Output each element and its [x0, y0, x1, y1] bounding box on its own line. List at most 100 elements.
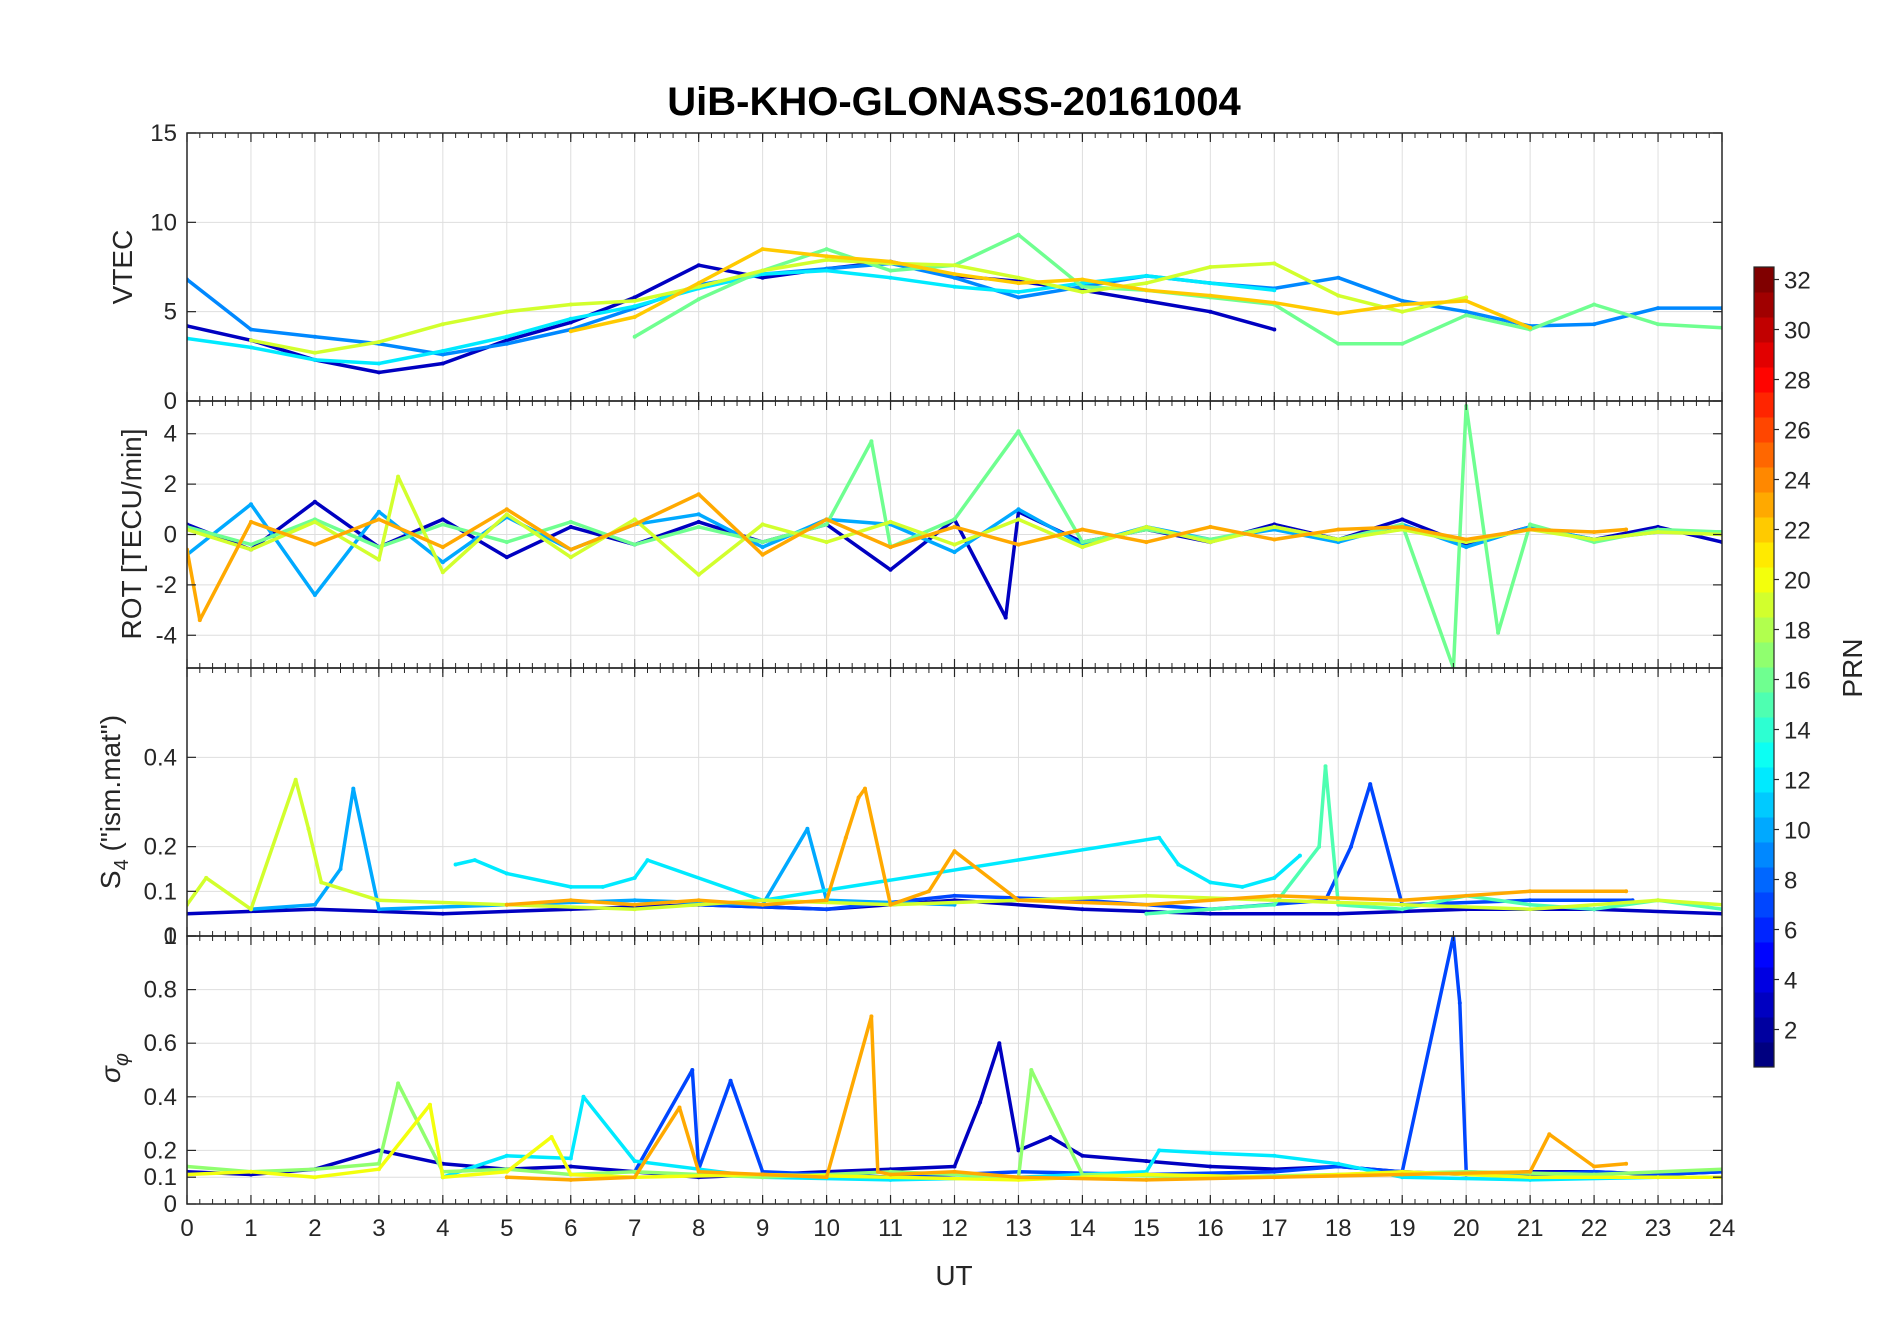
data-point-prn-22: [568, 329, 573, 334]
data-point-prn-3: [1003, 615, 1008, 620]
data-point-prn-19: [249, 338, 253, 343]
data-point-prn-3: [760, 275, 765, 280]
ytick-label-s4: 0.2: [144, 834, 177, 861]
data-point-prn-19: [1016, 275, 1021, 280]
data-point-prn-16: [1464, 313, 1469, 318]
series-group-rot: [187, 404, 1722, 668]
data-point-prn-23: [440, 545, 445, 550]
data-point-prn-15: [1272, 902, 1277, 907]
ytick-label-rot: 4: [164, 421, 177, 448]
data-point-prn-23: [1080, 527, 1085, 532]
data-point-prn-22: [1528, 325, 1533, 330]
data-point-prn-10: [312, 902, 317, 907]
data-point-prn-3: [568, 1164, 573, 1169]
colorbar-tick-label: 20: [1784, 568, 1811, 595]
data-point-prn-12: [453, 862, 458, 867]
colorbar-segment: [1754, 942, 1774, 968]
data-point-prn-3: [1336, 911, 1341, 916]
data-point-prn-19: [696, 572, 701, 577]
data-point-prn-7: [1457, 1001, 1462, 1005]
data-point-prn-12: [472, 858, 477, 863]
data-point-prn-7: [824, 907, 829, 912]
data-point-prn-10: [632, 898, 637, 903]
colorbar-tick-label: 2: [1784, 1018, 1797, 1045]
panel-sigma: [186, 935, 1723, 1205]
data-point-prn-15: [1317, 844, 1322, 849]
data-point-prn-12: [1208, 880, 1213, 885]
data-point-prn-19: [632, 298, 637, 303]
ytick-label-vtec: 0: [164, 388, 177, 415]
data-point-prn-3: [440, 911, 445, 916]
colorbar-segment: [1754, 1042, 1774, 1068]
data-point-prn-3: [376, 1148, 381, 1153]
colorbar-segment: [1754, 642, 1774, 668]
data-point-prn-23: [1592, 530, 1597, 534]
data-point-prn-19: [1400, 309, 1405, 314]
data-point-prn-19: [312, 350, 317, 355]
ylabel-s4: S4 ("ism.mat"): [95, 715, 133, 889]
data-point-prn-23: [863, 786, 867, 791]
data-point-prn-23: [875, 1169, 880, 1174]
data-point-prn-19: [376, 340, 381, 344]
data-point-prn-12: [888, 275, 893, 280]
colorbar-tick-label: 6: [1784, 918, 1797, 945]
data-point-prn-3: [312, 907, 317, 912]
data-point-prn-3: [1272, 327, 1277, 332]
data-point-prn-23: [824, 898, 829, 903]
series-line-prn-23: [505, 786, 1628, 907]
data-point-prn-19: [952, 263, 957, 268]
ytick-label-s4: 0.4: [144, 744, 177, 771]
svg-text:σφ: σφ: [95, 1053, 133, 1083]
data-point-prn-12: [568, 316, 573, 321]
data-point-prn-12: [645, 858, 650, 863]
xtick-label: 8: [692, 1215, 705, 1242]
colorbar-segment: [1754, 992, 1774, 1018]
data-point-prn-19: [952, 542, 957, 547]
data-point-prn-16: [1496, 630, 1501, 635]
data-point-prn-16: [632, 334, 637, 339]
xtick-label: 2: [308, 1215, 321, 1242]
colorbar-segment: [1754, 692, 1774, 718]
data-point-prn-16: [1016, 232, 1021, 237]
data-point-prn-19: [396, 474, 401, 479]
colorbar-tick-label: 26: [1784, 418, 1811, 445]
data-point-prn-23: [1016, 1175, 1021, 1180]
data-point-prn-3: [696, 263, 701, 268]
data-point-prn-23: [952, 849, 957, 854]
data-point-prn-15: [1323, 764, 1328, 769]
colorbar-segment: [1754, 742, 1774, 768]
series-group-sigma: [187, 936, 1722, 1182]
data-point-prn-23: [952, 524, 957, 529]
ytick-label-rot: -4: [156, 622, 177, 649]
colorbar-segment: [1754, 767, 1774, 793]
panel-s4: [186, 668, 1723, 937]
data-point-prn-16: [1400, 341, 1405, 346]
ytick-label-vtec: 15: [150, 120, 177, 147]
data-point-prn-3: [978, 1100, 983, 1105]
data-point-prn-23: [888, 902, 893, 907]
colorbar-tick-label: 8: [1784, 868, 1797, 895]
data-point-prn-23: [1528, 527, 1533, 532]
data-point-prn-12: [581, 1094, 586, 1099]
data-point-prn-10: [376, 509, 381, 514]
ytick-label-sigma: 0: [164, 1191, 177, 1218]
data-point-prn-22: [632, 315, 637, 319]
data-point-prn-20: [440, 1175, 445, 1180]
data-point-prn-19: [376, 898, 381, 903]
data-point-prn-10: [696, 512, 701, 517]
data-point-prn-12: [1272, 288, 1277, 293]
data-point-prn-17: [312, 1167, 317, 1172]
data-point-prn-16: [1528, 522, 1533, 527]
data-point-prn-19: [824, 257, 829, 262]
data-point-prn-3: [504, 555, 509, 560]
data-point-prn-19: [293, 777, 298, 782]
data-point-prn-12: [760, 272, 765, 277]
xtick-label: 5: [500, 1215, 513, 1242]
data-point-prn-16: [952, 517, 957, 522]
colorbar-segment: [1754, 617, 1774, 643]
data-point-prn-22: [888, 259, 893, 264]
ytick-label-sigma: 0.4: [144, 1084, 177, 1111]
data-point-prn-20: [312, 1175, 317, 1180]
data-point-prn-20: [568, 1172, 573, 1177]
